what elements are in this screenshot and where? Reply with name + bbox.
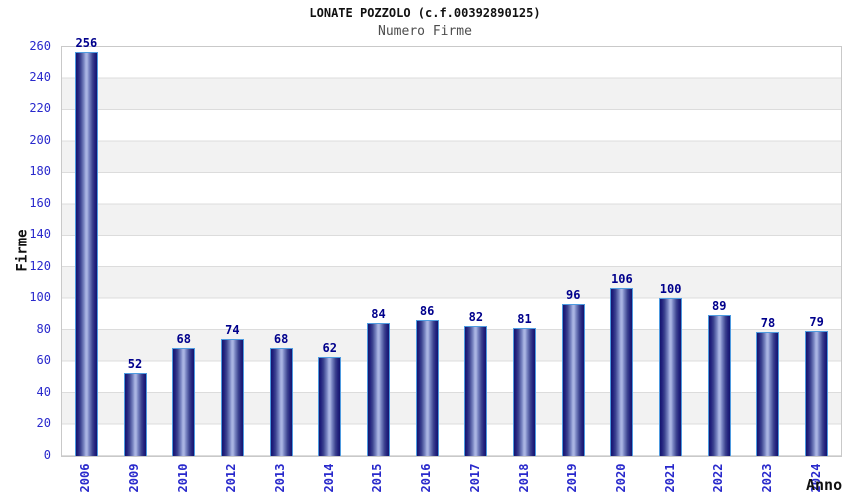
y-tick-label: 220	[29, 101, 51, 116]
x-tick-label: 2015	[370, 463, 385, 493]
bar-2019	[561, 304, 585, 456]
bar-value-label: 256	[75, 36, 98, 51]
bar-2021	[659, 297, 683, 456]
x-tick-label: 2017	[467, 463, 482, 493]
x-tick-label: 2018	[516, 463, 531, 493]
x-tick-label: 2023	[759, 463, 774, 493]
bar-2012	[220, 338, 244, 456]
bar-value-label: 52	[127, 357, 143, 372]
bar-2016	[415, 319, 439, 456]
chart-subtitle: Numero Firme	[378, 24, 472, 39]
chart-title: LONATE POZZOLO (c.f.00392890125)	[309, 6, 541, 20]
bar-2013	[269, 348, 293, 456]
bar-2020	[610, 288, 634, 456]
y-tick-label: 140	[29, 227, 51, 242]
x-tick-label: 2013	[273, 463, 288, 493]
x-tick-label: 2021	[662, 463, 677, 493]
bar-value-label: 96	[565, 288, 581, 302]
bar-value-label: 68	[176, 332, 191, 347]
x-axis-title: Anno	[806, 476, 843, 494]
bar-value-label: 79	[809, 314, 824, 329]
bar-value-label: 62	[322, 341, 337, 356]
bar-2024	[805, 330, 829, 456]
bar-2015	[366, 322, 390, 456]
bar-2010	[172, 348, 196, 456]
bar-2017	[464, 326, 488, 456]
y-tick-label: 180	[29, 164, 51, 179]
x-tick-label: 2020	[613, 463, 628, 493]
y-tick-label: 240	[29, 69, 51, 84]
plot-area: 256 52 68 74 68 62 84 86 82 81 96 106 100 89 78 79	[61, 37, 842, 457]
y-tick-label: 160	[29, 195, 51, 210]
bar-value-label: 74	[225, 322, 240, 337]
bar-value-label: 82	[468, 310, 484, 325]
y-tick-label: 40	[36, 384, 51, 399]
x-tick-label: 2009	[127, 463, 142, 493]
bar-2022	[707, 315, 731, 456]
bar-2006	[74, 52, 98, 456]
bar-value-label: 68	[273, 332, 289, 347]
bar-value-label: 106	[611, 272, 633, 287]
bar-value-label: 78	[760, 316, 776, 331]
bar-2018	[513, 327, 537, 456]
y-tick-label: 260	[29, 38, 51, 53]
y-tick-label: 120	[29, 258, 51, 273]
y-axis-title: Firme	[14, 229, 31, 272]
y-tick-label: 200	[29, 132, 51, 147]
x-tick-label: 2022	[711, 463, 726, 493]
x-tick-label: 2006	[78, 463, 93, 493]
x-tick-label: 2014	[321, 463, 336, 493]
bar-2023	[756, 332, 780, 456]
x-tick-label: 2016	[419, 463, 434, 493]
bar-2014	[318, 357, 342, 456]
x-tick-label: 2012	[224, 463, 239, 493]
x-tick-label: 2010	[175, 463, 190, 493]
y-tick-label: 100	[29, 290, 51, 305]
y-tick-label: 20	[36, 416, 51, 431]
bar-value-label: 84	[371, 306, 386, 321]
bar-value-label: 100	[659, 281, 682, 296]
x-tick-label: 2019	[565, 463, 580, 493]
y-tick-label: 0	[43, 447, 51, 462]
bar-value-label: 86	[419, 303, 435, 318]
y-tick-label: 60	[36, 353, 51, 368]
y-tick-label: 80	[36, 321, 51, 336]
bar-value-label: 81	[517, 311, 532, 326]
bar-2009	[123, 373, 147, 456]
bar-value-label: 89	[712, 299, 727, 313]
